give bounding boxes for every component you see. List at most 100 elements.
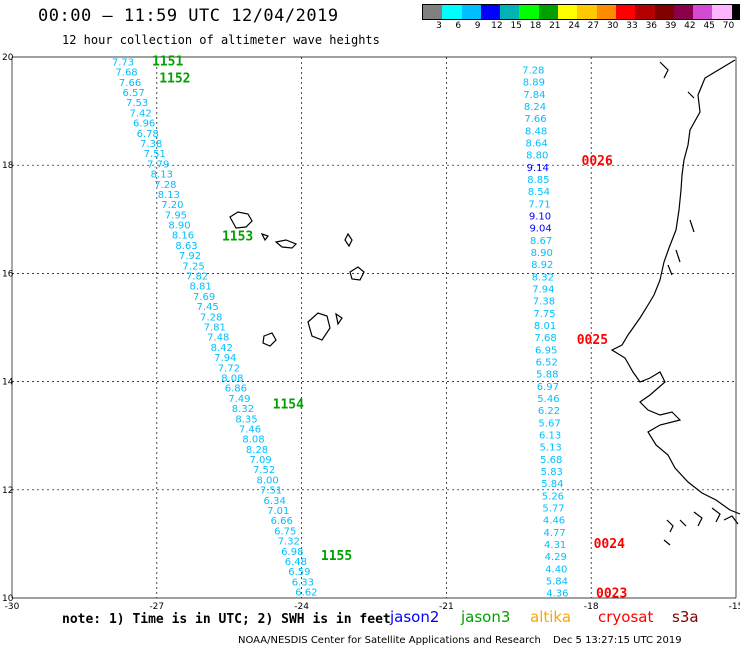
legend-jason2: jason2 [390,608,440,626]
color-scale-label: 45 [703,21,715,31]
swh-value: 8.85 [527,175,549,186]
swh-value: 8.81 [189,282,211,293]
swh-value: 7.95 [165,210,187,221]
swh-value: 4.31 [544,540,566,551]
lat-tick-label: 12 [2,486,13,496]
swh-value: 7.52 [253,465,275,476]
lon-tick-label: -27 [149,602,164,610]
swh-value: 8.67 [530,236,552,247]
swh-value: 8.01 [534,321,556,332]
color-scale-label: 3 [436,21,442,31]
swh-value: 9.14 [527,163,549,174]
swh-value: 7.49 [228,394,250,405]
swh-value: 8.32 [532,272,554,283]
lat-lon-grid: -30 -27 -24 -21 -18 -15 20 18 16 14 12 10 [2,53,740,610]
orbit-number: 1151 [152,54,183,69]
swh-value: 5.83 [541,467,563,478]
color-swatch [654,5,674,19]
swh-value: 7.51 [144,149,166,160]
swh-value: 7.82 [186,272,208,283]
orbit-number: 0025 [577,333,608,348]
swh-value: 8.48 [525,126,547,137]
swh-value: 8.90 [531,248,553,259]
orbit-number: 1152 [159,72,190,87]
swh-value: 9.04 [529,224,551,235]
swh-value: 7.45 [197,302,219,313]
swh-value: 5.67 [538,418,560,429]
swh-value: 8.24 [524,102,546,113]
lat-tick-label: 14 [2,378,14,388]
color-swatch [635,5,655,19]
color-scale-label: 18 [529,21,542,31]
swh-value: 8.63 [175,241,197,252]
credit-line: NOAA/NESDIS Center for Satellite Applica… [238,635,541,646]
swh-value: 6.48 [285,557,307,568]
swh-value: 6.75 [274,526,296,537]
color-scale-label: 9 [474,21,481,31]
color-swatch [596,5,616,19]
swh-value: 7.81 [204,323,226,334]
lat-tick-label: 16 [2,269,14,279]
swh-value: 8.13 [158,190,180,201]
color-swatch [693,5,713,19]
color-scale-label: 21 [549,21,561,31]
lat-tick-label: 20 [2,53,14,63]
swh-value: 4.46 [543,516,565,527]
swh-value: 5.46 [537,394,559,405]
swh-value: 6.59 [288,567,310,578]
swh-value: 7.94 [214,353,236,364]
cape-verde-sal [344,232,353,248]
swh-value: 7.66 [524,114,546,125]
swh-value: 5.13 [540,443,562,454]
swh-value: 5.84 [541,479,563,490]
cape-verde-boa-vista [349,266,365,281]
swh-value: 7.01 [267,506,289,517]
swh-value: 8.16 [172,231,194,242]
swh-value: 7.69 [193,292,215,303]
swh-value: 7.84 [523,90,545,101]
swh-value: 6.66 [271,516,293,527]
swh-value: 7.51 [260,486,282,497]
orbit-number: 1153 [222,230,253,245]
swh-value: 8.13 [151,170,173,181]
color-scale-label: 30 [606,21,619,31]
lon-tick-label: -30 [5,602,20,610]
swh-value: 7.20 [161,200,183,211]
color-scale-label: 6 [455,21,462,31]
color-swatch [731,5,740,19]
swh-value: 8.08 [242,435,264,446]
swh-value: 4.36 [546,589,568,600]
swh-value: 7.42 [130,108,152,119]
swh-value: 4.77 [543,528,565,539]
swh-value: 7.28 [154,180,176,191]
swh-value: 7.28 [522,66,544,77]
swh-value: 7.68 [115,68,137,79]
cape-verde-santo-antao [229,211,253,229]
coast-details [659,61,695,276]
color-scale-label: 12 [491,21,503,31]
swh-value: 5.77 [542,504,564,515]
swh-value: 8.80 [526,151,548,162]
color-swatch [519,5,539,19]
swh-value: 7.38 [533,297,555,308]
lon-tick-label: -15 [729,602,740,610]
swh-value: 7.09 [249,455,271,466]
swh-value: 6.57 [122,88,144,99]
swh-value: 7.46 [239,424,261,435]
color-scale-label: 15 [510,21,522,31]
color-swatch [442,5,462,19]
color-swatch [538,5,559,19]
legend-s3a: s3a [672,608,699,626]
color-swatch [461,5,481,19]
swh-value: 8.90 [168,221,190,232]
swh-value: 7.75 [533,309,555,320]
legend-cryosat: cryosat [598,608,654,626]
generation-timestamp: Dec 5 13:27:15 UTC 2019 [553,635,682,646]
swh-value: 7.25 [182,261,204,272]
swh-value: 7.92 [179,251,201,262]
orbit-number: 0023 [596,587,627,602]
lon-tick-label: -24 [294,602,309,610]
color-swatch [480,5,501,19]
swh-value: 8.64 [526,139,548,150]
